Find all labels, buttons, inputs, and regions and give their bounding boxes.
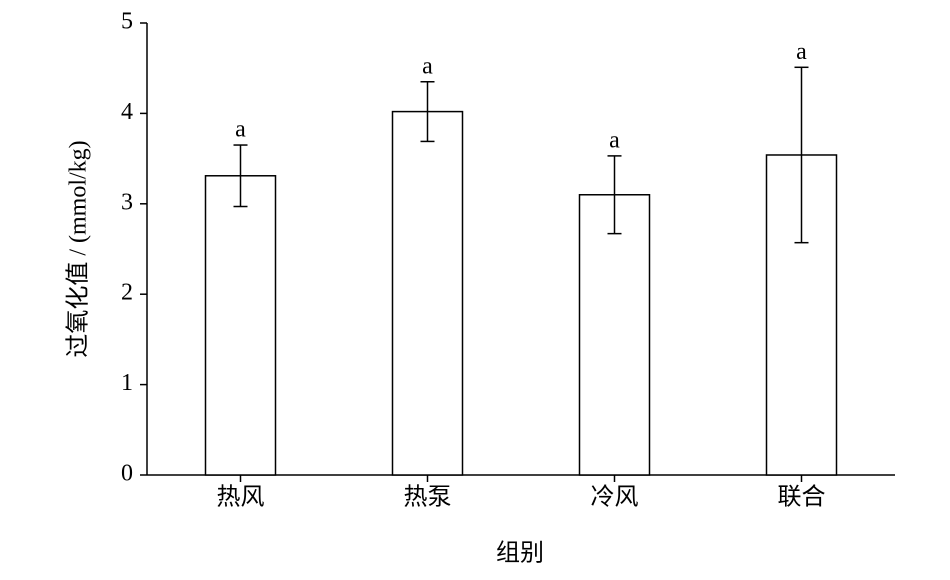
x-axis-label: 组别 — [496, 540, 544, 567]
y-tick-label: 0 — [121, 461, 133, 487]
x-tick-label: 热泵 — [404, 484, 452, 511]
bar — [578, 194, 651, 476]
bar — [204, 175, 277, 476]
significance-label: a — [796, 39, 807, 65]
significance-label: a — [422, 53, 433, 79]
y-tick-label: 1 — [121, 370, 133, 396]
x-tick-label: 热风 — [217, 484, 265, 511]
bar — [391, 110, 464, 476]
x-tick-label: 联合 — [778, 484, 826, 511]
y-tick-label: 2 — [121, 280, 133, 306]
significance-label: a — [609, 127, 620, 153]
y-tick-label: 3 — [121, 189, 133, 215]
significance-label: a — [235, 117, 246, 143]
y-axis-label: 过氧化值 / (mmol/kg) — [65, 140, 92, 357]
bar — [765, 154, 838, 476]
y-tick-label: 4 — [121, 99, 133, 125]
x-tick-label: 冷风 — [591, 484, 639, 511]
y-tick-label: 5 — [121, 9, 133, 35]
